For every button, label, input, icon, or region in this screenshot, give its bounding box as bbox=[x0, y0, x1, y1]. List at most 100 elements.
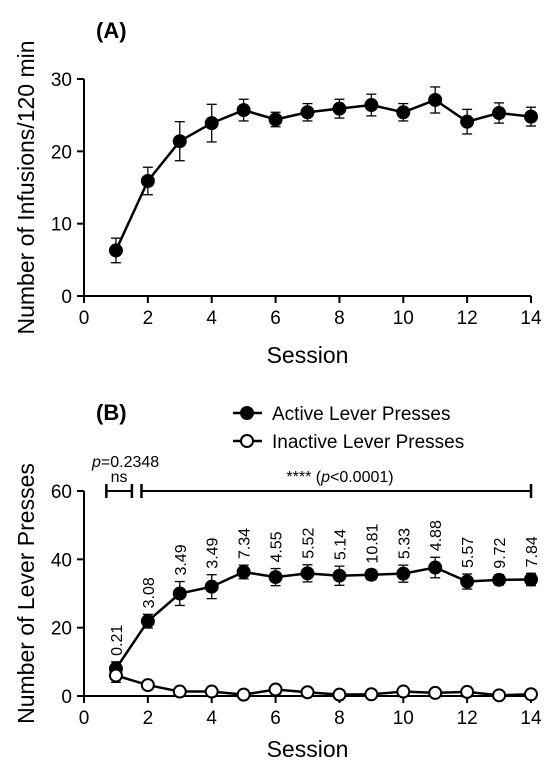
panel-b-series-1-point bbox=[524, 687, 538, 702]
data-label: 3.49 bbox=[205, 537, 222, 568]
panel-b-series-1-point bbox=[236, 687, 251, 702]
data-label: 7.84 bbox=[524, 536, 541, 567]
sig-p-symbol: p bbox=[320, 469, 330, 486]
panel-a-y-tick-label: 10 bbox=[51, 215, 72, 236]
panel-a-y-axis-title: Number of Infusions/120 min bbox=[13, 40, 39, 334]
panel-a-x-tick-label: 10 bbox=[393, 308, 414, 329]
panel-a-x-tick-label: 8 bbox=[334, 308, 345, 329]
panel-b-x-tick-label: 14 bbox=[520, 708, 542, 729]
panel-a-y-tick-label: 20 bbox=[51, 142, 72, 163]
panel-a-series-0-point bbox=[204, 116, 219, 131]
panel-a-y-tick-label: 0 bbox=[61, 287, 72, 308]
panel-b-series-1-point bbox=[492, 688, 507, 703]
sig-open: ( bbox=[316, 469, 322, 486]
panel-b-series-1-point bbox=[332, 687, 347, 702]
panel-b-series-1-point bbox=[268, 682, 283, 697]
panel-a-x-axis-title: Session bbox=[267, 342, 349, 368]
panel-a-series-0-point bbox=[364, 98, 379, 113]
ns-label: ns bbox=[111, 469, 128, 486]
data-label: 9.72 bbox=[492, 537, 509, 568]
ns-p-number: =0.2348 bbox=[101, 454, 159, 471]
panel-a: (A) Number of Infusions/120 min Session … bbox=[13, 18, 542, 368]
panel-a-x-tick-label: 12 bbox=[457, 308, 478, 329]
panel-b-label: (B) bbox=[96, 400, 127, 425]
panel-b-series-0-point bbox=[428, 560, 443, 575]
panel-b-series-0-point bbox=[300, 566, 315, 581]
ns-p-value: p=0.2348 bbox=[91, 454, 159, 471]
panel-a-series-0-point bbox=[524, 109, 538, 124]
sig-stars: **** bbox=[286, 469, 311, 486]
panel-a-y-tick-label: 30 bbox=[51, 70, 72, 91]
panel-b-x-tick-label: 4 bbox=[206, 708, 217, 729]
legend-inactive-label: Inactive Lever Presses bbox=[272, 432, 464, 453]
data-label: 3.49 bbox=[173, 544, 190, 575]
data-label: 3.08 bbox=[141, 577, 158, 608]
legend-inactive-marker bbox=[240, 434, 254, 448]
panel-b-y-tick-label: 0 bbox=[61, 687, 72, 708]
panel-b-series-1-point bbox=[460, 684, 475, 699]
ns-p-symbol: p bbox=[91, 454, 101, 471]
panel-b-x-tick-label: 12 bbox=[457, 708, 478, 729]
panel-a-series-0-point bbox=[140, 173, 155, 188]
panel-b-series-1-point bbox=[428, 685, 443, 700]
panel-a-series-0-point bbox=[460, 114, 475, 129]
panel-a-x-tick-label: 4 bbox=[206, 308, 217, 329]
panel-b-series-0-point bbox=[236, 564, 251, 579]
panel-b-series-1-point bbox=[140, 678, 155, 693]
panel-b-y-tick-label: 40 bbox=[51, 550, 72, 571]
panel-b-y-tick-label: 20 bbox=[51, 619, 72, 640]
panel-b-series-0-point bbox=[524, 572, 538, 587]
panel-b-x-tick-label: 0 bbox=[79, 708, 90, 729]
panel-b-x-tick-label: 6 bbox=[270, 708, 281, 729]
data-label: 0.21 bbox=[109, 625, 126, 656]
panel-a-x-tick-label: 6 bbox=[270, 308, 281, 329]
data-label: 5.14 bbox=[332, 529, 349, 560]
panel-b-series-1-point bbox=[396, 684, 411, 699]
panel-a-x-tick-label: 0 bbox=[79, 308, 90, 329]
data-label: 10.81 bbox=[364, 523, 381, 563]
panel-b-series-0-point bbox=[268, 570, 283, 585]
sig-p-number: <0.0001) bbox=[330, 469, 394, 486]
panel-a-series-0-point bbox=[332, 101, 347, 116]
significance-label: **** (p<0.0001) bbox=[286, 469, 393, 486]
panel-b-series-0-point bbox=[204, 579, 219, 594]
panel-a-x-tick-label: 2 bbox=[143, 308, 154, 329]
panel-b-series-0-point bbox=[396, 566, 411, 581]
panel-b-series-1-point bbox=[364, 687, 379, 702]
legend-active-label: Active Lever Presses bbox=[272, 404, 450, 425]
panel-b-series-1-point bbox=[108, 668, 123, 683]
panel-a-series-0-point bbox=[268, 112, 283, 127]
panel-b-series-0-point bbox=[364, 567, 379, 582]
panel-a-series-0-point bbox=[396, 105, 411, 120]
panel-b-x-axis-title: Session bbox=[267, 736, 349, 762]
panel-a-series-0-point bbox=[172, 134, 187, 149]
panel-a-series-0-point bbox=[492, 105, 507, 120]
data-label: 4.55 bbox=[269, 531, 286, 562]
data-label: 5.52 bbox=[301, 528, 318, 559]
panel-a-series-0-point bbox=[300, 105, 315, 120]
data-label: 7.34 bbox=[237, 528, 254, 559]
panel-b-x-tick-label: 2 bbox=[143, 708, 154, 729]
panel-b-series-0-point bbox=[140, 614, 155, 629]
data-label: 5.33 bbox=[396, 528, 413, 559]
panel-b-x-tick-label: 8 bbox=[334, 708, 345, 729]
panel-b-series-1-point bbox=[204, 684, 219, 699]
panel-a-series-0-point bbox=[428, 92, 443, 107]
panel-b: (B) Number of Lever Presses Session Acti… bbox=[13, 400, 542, 762]
panel-b-series-0-point bbox=[460, 574, 475, 589]
panel-a-series-0-point bbox=[108, 243, 123, 258]
significance-annotations: p=0.2348 ns **** (p<0.0001) bbox=[91, 454, 394, 486]
panel-b-series-0-point bbox=[332, 568, 347, 583]
legend-active-marker bbox=[240, 406, 254, 420]
panel-b-series-1-point bbox=[300, 685, 315, 700]
panel-a-label: (A) bbox=[96, 18, 127, 43]
panel-b-series-1-point bbox=[172, 684, 187, 699]
panel-b-y-axis-title: Number of Lever Presses bbox=[13, 463, 39, 724]
data-label: 5.57 bbox=[460, 537, 477, 568]
panel-b-series-0-point bbox=[492, 572, 507, 587]
legend: Active Lever Presses Inactive Lever Pres… bbox=[233, 404, 464, 453]
panel-b-x-tick-label: 10 bbox=[393, 708, 414, 729]
panel-b-series-0-point bbox=[172, 586, 187, 601]
data-label: 4.88 bbox=[428, 520, 445, 551]
